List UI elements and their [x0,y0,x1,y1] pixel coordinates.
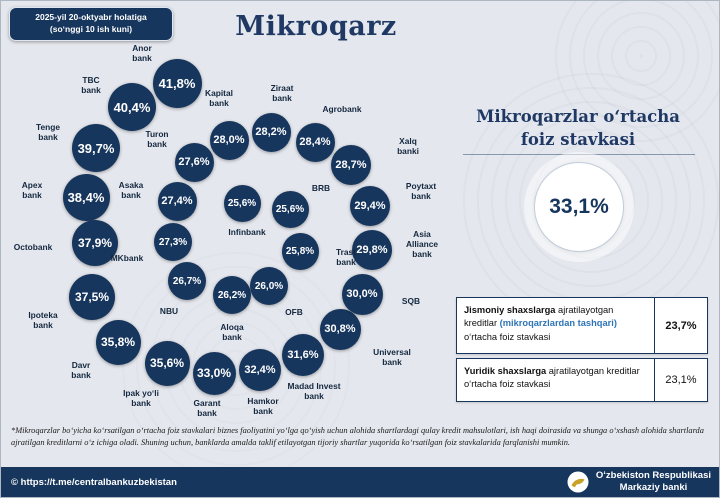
bank-bubble: 41,8% [152,58,202,108]
bank-label: Garant bank [193,397,221,418]
bank-bubble: 28,7% [331,145,371,185]
date-badge: 2025-yil 20-oktyabr holatiga (soʻnggi 10… [9,7,173,41]
footer-bar: © https://t.me/centralbankuzbekistan Oʻz… [1,467,719,497]
telegram-link[interactable]: © https://t.me/centralbankuzbekistan [11,476,177,488]
bank-bubble: 39,7% [72,124,120,172]
bank-bubble: 26,0% [250,267,288,305]
legal-entity-loans-bold: Yuridik shaxslarga [464,366,547,376]
bank-label: MKbank [110,252,144,263]
bank-bubble: 40,4% [108,83,156,131]
bank-bubble: 29,4% [350,186,390,226]
legal-entity-loans-rate: 23,1% [654,359,707,401]
bank-bubble: 26,2% [213,276,251,314]
bank-label: BRB [311,182,331,193]
bank-label: Poytaxt bank [405,180,437,201]
footnote: *Mikroqarzlar boʻyicha koʻrsatilgan oʻrt… [11,426,704,448]
average-rate-circle: 33,1% [534,162,624,252]
central-bank-logo [567,471,589,493]
legal-entity-loans-box: Yuridik shaxslarga ajratilayotgan kredit… [456,358,708,402]
bank-bubble: 27,6% [174,142,214,182]
bank-label: Tenge bank [35,121,61,142]
bank-bubble: 32,4% [239,349,281,391]
bank-label: Turon bank [145,128,169,149]
bank-label: Asaka bank [118,179,144,200]
footer-branding: Oʻzbekiston Respublikasi Markaziy banki [567,470,711,495]
bank-label: Agrobank [322,103,362,114]
individual-loans-text: Jismoniy shaxslarga ajratilayotgan kredi… [457,298,654,353]
bank-label: Trast bank [335,246,357,267]
bank-bubble: 25,6% [271,190,309,228]
bank-bubble: 25,6% [223,184,261,222]
individual-loans-box: Jismoniy shaxslarga ajratilayotgan kredi… [456,297,708,354]
bank-label: Xalq banki [397,135,419,156]
bank-label: Davr bank [71,359,91,380]
average-rate-heading: Mikroqarzlar oʻrtacha foiz stavkasi [476,107,680,150]
bank-bubble: 28,0% [209,120,249,160]
bank-label: Ipak yoʻli bank [123,387,159,408]
heading-rule [463,154,695,155]
legal-entity-loans-text: Yuridik shaxslarga ajratilayotgan kredit… [457,359,654,401]
bank-label: Ipoteka bank [28,309,58,330]
bank-label: Asia Alliance bank [405,228,439,260]
individual-loans-highlight: (mikroqarzlardan tashqari) [499,318,617,329]
bank-label: Octobank [13,241,53,252]
bank-label: TBC bank [81,74,101,95]
individual-loans-mid: ajratilayotgan kreditlar [464,305,614,329]
bank-bubble: 37,9% [72,220,118,266]
bank-bubble: 35,8% [95,319,141,365]
bank-bubble: 37,5% [69,274,115,320]
bank-bubble: 26,7% [168,262,206,300]
bank-label: Hamkor bank [247,395,279,416]
central-bank-name: Oʻzbekiston Respublikasi Markaziy banki [595,469,711,493]
individual-loans-tail: oʻrtacha foiz stavkasi [464,331,551,342]
bank-bubble: 33,0% [192,351,236,395]
bank-bubble: 31,6% [282,334,324,376]
bank-label: Aloqa bank [220,321,244,342]
bank-label: OFB [285,306,303,317]
bank-label: Kapital bank [205,87,233,108]
legal-entity-loans-mid: ajratilayotgan kreditlar oʻrtacha foiz s… [464,366,640,390]
bank-bubble: 28,4% [295,122,335,162]
individual-loans-rate: 23,7% [654,298,707,353]
bank-label: NBU [159,305,179,316]
bank-label: Apex bank [21,179,43,200]
bank-bubble: 35,6% [144,340,190,386]
bank-bubble: 27,4% [157,181,197,221]
bank-label: SQB [401,295,421,306]
individual-loans-bold: Jismoniy shaxslarga [464,305,556,315]
bank-label: Universal bank [373,346,411,367]
page-title: Mikroqarz [235,11,397,42]
bank-bubble: 38,4% [62,173,110,221]
bank-label: Anor bank [132,42,152,63]
bank-label: Ziraat bank [270,82,294,103]
bank-bubble: 28,2% [251,112,291,152]
bank-bubble: 27,3% [154,223,192,261]
bank-bubble: 29,8% [352,230,392,270]
bank-bubble: 30,0% [341,273,383,315]
bank-label: Infinbank [228,226,266,237]
bank-bubble: 30,8% [319,308,361,350]
bank-label: Madad Invest bank [287,380,341,401]
bank-bubble: 25,8% [281,232,319,270]
